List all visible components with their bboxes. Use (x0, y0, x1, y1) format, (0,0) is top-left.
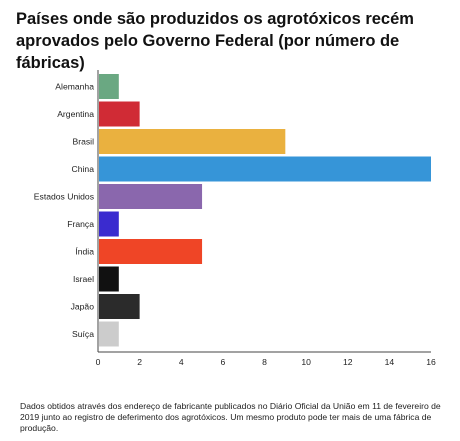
chart-title: Países onde são produzidos os agrotóxico… (16, 10, 414, 72)
category-labels: Alemanha Argentina Brasil China Estados Unid… (34, 82, 94, 340)
bar-alemanha (99, 74, 119, 99)
bar-japao (99, 294, 140, 319)
category-label-argentina: Argentina (57, 109, 94, 119)
bar-estados-unidos (99, 184, 203, 209)
bar-india (99, 239, 203, 264)
x-tick-label: 0 (96, 357, 101, 367)
bar-suica (99, 321, 119, 347)
bar-china (99, 156, 431, 182)
category-label-japao: Japão (71, 302, 95, 312)
category-label-brasil: Brasil (73, 137, 95, 147)
category-label-china: China (72, 164, 95, 174)
x-tick-label: 12 (343, 357, 353, 367)
bar-brasil (99, 129, 286, 154)
x-tick-label: 10 (301, 357, 311, 367)
category-label-israel: Israel (73, 274, 94, 284)
category-label-estados-unidos: Estados Unidos (34, 192, 94, 202)
x-tick-label: 16 (426, 357, 436, 367)
bar-argentina (99, 101, 140, 127)
category-label-suica: Suíça (72, 329, 94, 339)
category-label-alemanha: Alemanha (55, 82, 94, 92)
bars-group (99, 74, 431, 347)
bar-israel (99, 266, 119, 292)
bar-franca (99, 211, 119, 237)
x-tick-label: 4 (179, 357, 184, 367)
x-tick-label: 8 (262, 357, 267, 367)
x-tick-label: 2 (137, 357, 142, 367)
x-tick-label: 6 (220, 357, 225, 367)
category-label-india: Índia (75, 247, 94, 257)
bar-chart: Alemanha Argentina Brasil China Estados Unid… (34, 70, 436, 367)
category-label-franca: França (67, 219, 94, 229)
x-tick-label: 14 (385, 357, 395, 367)
footnote: Dados obtidos através dos endereço de fa… (20, 401, 441, 433)
x-tick-labels: 0 2 4 6 8 10 12 14 16 (96, 357, 436, 367)
